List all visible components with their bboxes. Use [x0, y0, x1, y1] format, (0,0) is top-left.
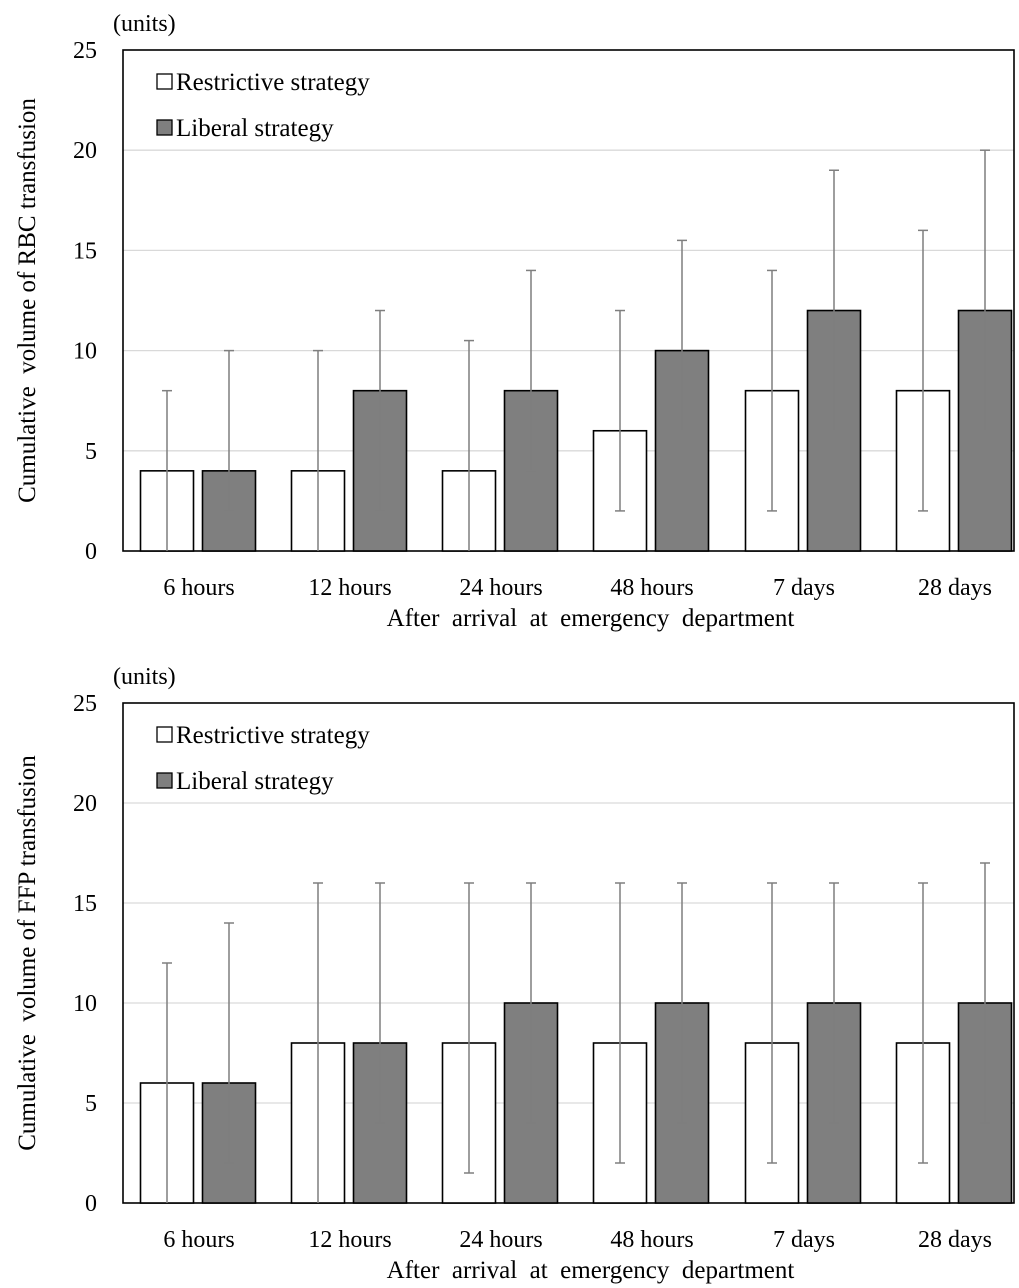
x-tick-label: 12 hours [308, 1227, 391, 1253]
legend-swatch-restrictive [156, 73, 173, 90]
y-tick-label: 25 [73, 691, 97, 717]
y-tick-label: 15 [73, 891, 97, 917]
y-tick-label: 5 [85, 1091, 97, 1117]
x-tick-label: 28 days [918, 1227, 992, 1253]
legend-label-restrictive: Restrictive strategy [176, 69, 370, 96]
y-tick-label: 10 [73, 339, 97, 365]
plot-area-border [122, 702, 1015, 1204]
legend-swatch-liberal [156, 772, 173, 789]
x-tick-label: 7 days [773, 575, 835, 601]
y-tick-label: 0 [85, 1191, 97, 1217]
chart-panel-1: 0 5 10 15 20 25 (units) Cumulative volume of RB… [14, 11, 1015, 632]
y-axis-label: Cumulative volume of FFP transfusion [14, 755, 41, 1151]
legend-label-restrictive: Restrictive strategy [176, 722, 370, 749]
x-tick-label: 24 hours [459, 1227, 542, 1253]
legend-swatch-restrictive [156, 726, 173, 743]
x-tick-label: 48 hours [610, 1227, 693, 1253]
x-tick-label: 6 hours [163, 1227, 234, 1253]
legend: Restrictive strategy Liberal strategy [156, 722, 370, 795]
legend-label-liberal: Liberal strategy [176, 115, 334, 142]
x-tick-label: 48 hours [610, 575, 693, 601]
x-axis-label: After arrival at emergency department [387, 605, 795, 632]
x-tick-label: 12 hours [308, 575, 391, 601]
y-tick-label: 15 [73, 238, 97, 264]
x-tick-label: 24 hours [459, 575, 542, 601]
y-tick-label: 10 [73, 991, 97, 1017]
y-units-label: (units) [113, 11, 176, 37]
x-tick-label: 7 days [773, 1227, 835, 1253]
y-units-label: (units) [113, 664, 176, 690]
y-tick-label: 0 [85, 539, 97, 565]
x-axis-label: After arrival at emergency department [387, 1257, 795, 1284]
x-tick-label: 28 days [918, 575, 992, 601]
y-tick-label: 25 [73, 38, 97, 64]
chart-panel-2: 0 5 10 15 20 25 (units) Cumulative volume of FF… [14, 664, 1015, 1284]
x-tick-label: 6 hours [163, 575, 234, 601]
plot-area-border [122, 49, 1015, 552]
y-tick-label: 20 [73, 138, 97, 164]
y-tick-label: 5 [85, 439, 97, 465]
legend-swatch-liberal [156, 119, 173, 136]
y-axis-label: Cumulative volume of RBC transfusion [14, 98, 41, 503]
y-tick-label: 20 [73, 791, 97, 817]
legend-label-liberal: Liberal strategy [176, 768, 334, 795]
legend: Restrictive strategy Liberal strategy [156, 69, 370, 142]
